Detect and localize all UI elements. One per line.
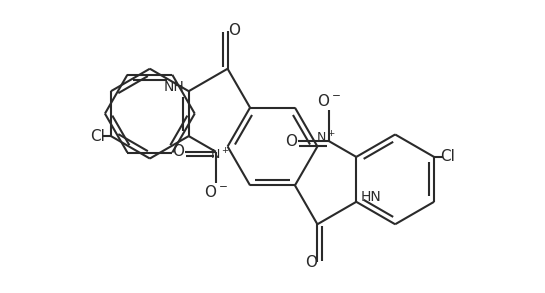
Text: Cl: Cl [440,149,455,164]
Text: NH: NH [164,80,184,94]
Text: Cl: Cl [90,129,105,144]
Text: HN: HN [361,190,382,204]
Text: O: O [285,134,297,149]
Text: O$^-$: O$^-$ [204,184,228,200]
Text: O$^-$: O$^-$ [317,93,341,109]
Text: O: O [172,144,184,159]
Text: O: O [228,23,240,38]
Text: N$^+$: N$^+$ [316,130,335,145]
Text: N$^+$: N$^+$ [210,148,229,163]
Text: O: O [305,255,317,270]
